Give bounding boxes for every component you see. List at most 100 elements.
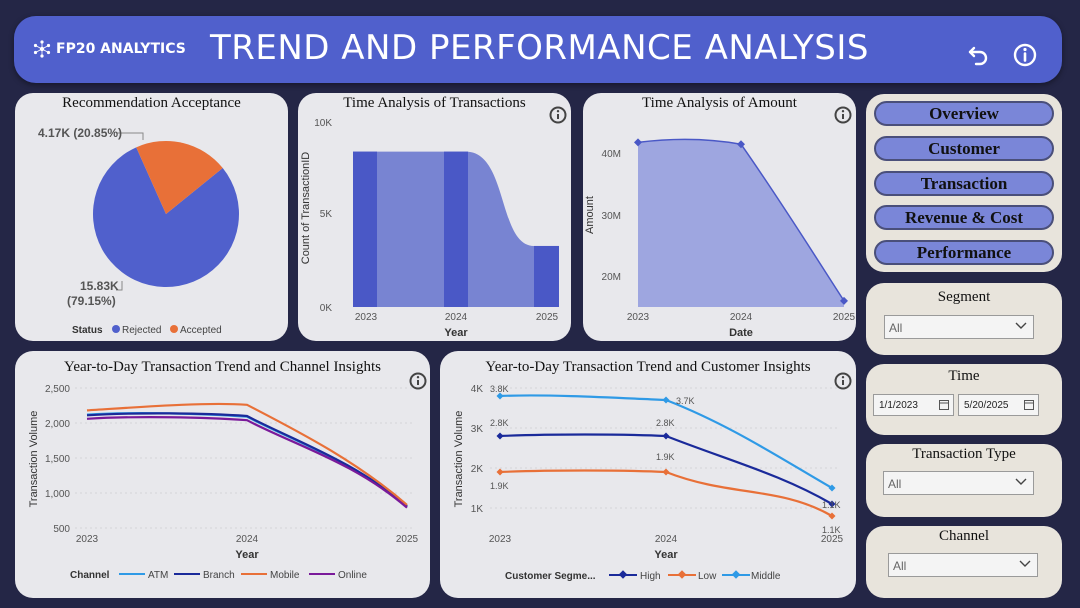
data-label: 3.8K [490,384,509,394]
data-point-2023[interactable] [634,138,642,147]
highlight-band-2024 [444,151,468,307]
data-marker[interactable] [662,396,670,404]
data-label: 2.8K [490,418,509,428]
y-tick: 4K [471,384,484,395]
pie-slice-rejected[interactable] [93,147,240,287]
chevron-down-icon [1019,560,1031,567]
transactions-area-chart: 10K 5K 0K 2023 2024 2025 Year Count of T… [300,118,559,339]
y-tick: 5K [320,209,333,220]
data-marker[interactable] [662,432,670,440]
legend-label-atm[interactable]: ATM [148,570,168,581]
legend-marker-middle [731,570,741,579]
x-axis-label: Year [654,549,678,561]
y-tick: 2,500 [45,384,70,395]
info-icon[interactable] [409,372,427,390]
nav-revenue-cost-button[interactable]: Revenue & Cost [874,205,1054,230]
gridlines [75,387,415,529]
card-title: Year-to-Day Transaction Trend and Channe… [64,359,381,375]
card-title: Recommendation Acceptance [62,95,241,111]
series-line-mobile[interactable] [86,402,408,506]
data-label: 1.9K [490,481,509,491]
info-icon[interactable] [834,106,852,124]
legend-title: Customer Segme... [505,571,596,582]
x-tick: 2023 [76,534,99,545]
gridlines [490,387,840,509]
info-icon[interactable] [834,372,852,390]
slicer-title: Time [948,368,980,384]
nav-performance-button[interactable]: Performance [874,240,1054,265]
y-axis-label: Amount [584,196,596,234]
series-line-online[interactable] [86,416,408,509]
x-tick: 2024 [730,312,753,323]
customer-trend-card: Year-to-Day Transaction Trend and Custom… [440,351,856,598]
area-fill [638,139,844,307]
channel-dropdown[interactable]: All [888,553,1038,577]
end-date-value: 5/20/2025 [964,400,1009,411]
nav-transaction-button[interactable]: Transaction [874,171,1054,196]
start-date-input[interactable]: 1/1/2023 [873,394,954,416]
x-tick: 2025 [833,312,856,323]
highlight-band-2025 [534,245,559,307]
pie-chart: 4.17K (20.85%) 15.83K (79.15%) Status Re… [38,126,240,336]
data-marker[interactable] [828,512,836,520]
y-tick: 1K [471,504,484,515]
legend-label-online[interactable]: Online [338,570,367,581]
card-title: Year-to-Day Transaction Trend and Custom… [485,359,811,375]
y-tick: 10K [314,118,332,129]
dropdown-value: All [889,321,903,335]
legend-label-mobile[interactable]: Mobile [270,570,300,581]
legend-label-branch[interactable]: Branch [203,570,235,581]
nav-customer-button[interactable]: Customer [874,136,1054,161]
calendar-icon[interactable] [1024,399,1034,410]
y-tick: 2K [471,464,484,475]
chevron-down-icon [1015,322,1027,329]
legend-swatch-rejected [112,325,120,333]
highlight-band-2023 [353,151,377,307]
data-marker[interactable] [496,468,504,476]
data-label: 1.1K [822,500,841,510]
pie-slice-accepted[interactable] [136,141,223,214]
slicer-title: Segment [937,289,991,305]
calendar-icon[interactable] [939,399,949,410]
x-tick: 2024 [236,534,259,545]
segment-dropdown[interactable]: All [884,315,1034,339]
y-tick: 2,000 [45,419,70,430]
legend-label-middle[interactable]: Middle [751,571,781,582]
info-icon[interactable] [1012,42,1038,68]
series-line-low[interactable] [499,469,833,517]
y-tick: 20M [602,272,621,283]
legend-label-accepted[interactable]: Accepted [180,325,222,336]
end-date-input[interactable]: 5/20/2025 [958,394,1039,416]
data-marker[interactable] [828,484,836,492]
data-marker[interactable] [496,392,504,400]
legend-label-high[interactable]: High [640,571,661,582]
x-tick: 2025 [396,534,419,545]
nav-panel: Overview Customer Transaction Revenue & … [866,94,1062,272]
nav-overview-button[interactable]: Overview [874,101,1054,126]
channel-trend-card: Year-to-Day Transaction Trend and Channe… [15,351,430,598]
y-axis-label: Transaction Volume [453,411,465,508]
card-title: Time Analysis of Amount [642,95,797,111]
rejected-data-label: 15.83K [80,279,119,293]
dropdown-value: All [893,559,907,573]
back-arrow-icon[interactable] [966,42,992,68]
legend-label-low[interactable]: Low [698,571,717,582]
data-label: 3.7K [676,396,695,406]
time-transactions-card: Time Analysis of Transactions 10K 5K 0K … [298,93,571,341]
accepted-data-label: 4.17K (20.85%) [38,126,122,140]
data-marker[interactable] [828,500,836,508]
logo-text: FP20 ANALYTICS [56,41,186,57]
data-point-2025[interactable] [840,296,848,305]
data-marker[interactable] [662,468,670,476]
amount-area-chart: 40M 30M 20M 2023 2024 2025 Date Amount [584,138,856,339]
data-marker[interactable] [496,432,504,440]
series-line-branch[interactable] [86,412,408,508]
x-tick: 2023 [355,312,378,323]
dropdown-value: All [888,477,902,491]
info-icon[interactable] [549,106,567,124]
data-point-2024[interactable] [737,140,745,149]
data-label: 1.9K [656,452,675,462]
legend-label-rejected[interactable]: Rejected [122,325,161,336]
transaction-type-dropdown[interactable]: All [883,471,1034,495]
start-date-value: 1/1/2023 [879,400,918,411]
